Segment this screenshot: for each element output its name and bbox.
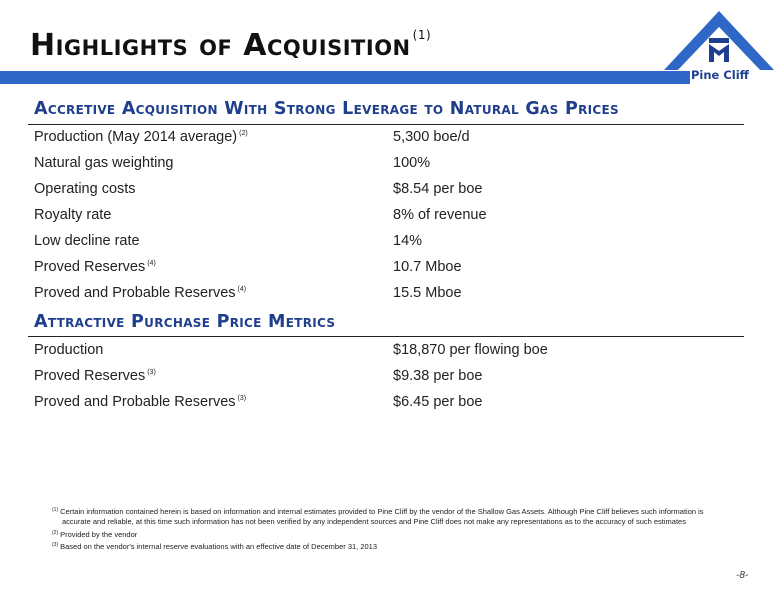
- row-value: $6.45 per boe: [393, 394, 483, 410]
- row-label: Low decline rate: [34, 233, 140, 249]
- table-row: Royalty rate 8% of revenue: [34, 207, 734, 227]
- table-row: Proved Reserves (4) 10.7 Mboe: [34, 259, 734, 279]
- row-value: 5,300 boe/d: [393, 129, 470, 145]
- footnote-ref: (2): [239, 130, 248, 137]
- row-value: $8.54 per boe: [393, 181, 483, 197]
- row-label-text: Proved and Probable Reserves: [34, 285, 236, 301]
- row-value: 8% of revenue: [393, 207, 487, 223]
- logo-text: Pine Cliff: [691, 68, 749, 82]
- footnote-mark: (3): [52, 542, 59, 548]
- section-divider: [28, 124, 744, 125]
- row-label-text: Proved and Probable Reserves: [34, 394, 236, 410]
- row-value: $18,870 per flowing boe: [393, 342, 548, 358]
- footnote: (2) Provided by the vendor: [52, 528, 732, 540]
- footnote-text: Certain information contained herein is …: [60, 507, 704, 526]
- footnote-ref: (3): [237, 395, 247, 402]
- footnotes: (1) Certain information contained herein …: [52, 505, 732, 553]
- row-label-text: Proved Reserves: [34, 368, 146, 384]
- table-row: Production (May 2014 average) (2) 5,300 b…: [34, 129, 734, 149]
- row-label: Production (May 2014 average) (2): [34, 129, 248, 145]
- table-row: Low decline rate 14%: [34, 233, 734, 253]
- pine-cliff-logo-icon: [664, 11, 774, 70]
- page-title-text: Highlights of Acquisition: [30, 28, 411, 63]
- page-title: Highlights of Acquisition (1): [30, 28, 431, 63]
- title-footnote-ref: (1): [412, 28, 432, 42]
- row-value: 14%: [393, 233, 423, 249]
- row-value: 10.7 Mboe: [393, 259, 462, 275]
- row-label: Proved and Probable Reserves (3): [34, 394, 246, 410]
- footnote: (3) Based on the vendor's internal reserv…: [52, 540, 732, 552]
- table-row: Proved and Probable Reserves (4) 15.5 Mbo…: [34, 285, 734, 305]
- row-label-text: Proved Reserves: [34, 259, 146, 275]
- section-divider: [28, 336, 744, 337]
- footnote-ref: (3): [147, 369, 156, 376]
- row-label: Royalty rate: [34, 207, 112, 223]
- row-label: Proved Reserves (3): [34, 368, 156, 384]
- table-row: Proved and Probable Reserves (3) $6.45 pe…: [34, 394, 734, 414]
- footnote-text: Based on the vendor's internal reserve e…: [60, 542, 378, 551]
- table-row: Production $18,870 per flowing boe: [34, 342, 734, 362]
- footnote-ref: (4): [237, 286, 247, 293]
- table-row: Operating costs $8.54 per boe: [34, 181, 734, 201]
- title-accent-bar: [0, 71, 690, 84]
- footnote-mark: (2): [52, 529, 59, 536]
- section-heading-purchase-price: Attractive Purchase Price Metrics: [34, 312, 336, 332]
- row-label: Natural gas weighting: [34, 155, 174, 171]
- footnote-text: Provided by the vendor: [60, 529, 138, 539]
- row-label: Operating costs: [34, 181, 136, 197]
- footnote-ref: (4): [147, 260, 156, 267]
- row-label: Proved and Probable Reserves (4): [34, 285, 246, 301]
- row-value: 15.5 Mboe: [393, 285, 462, 301]
- footnote: (1) Certain information contained herein …: [52, 505, 732, 527]
- row-value: $9.38 per boe: [393, 368, 483, 384]
- section-heading-accretive: Accretive Acquisition With Strong Levera…: [34, 99, 619, 119]
- row-label: Proved Reserves (4): [34, 259, 156, 275]
- footnote-mark: (1): [52, 507, 59, 513]
- row-label-text: Production (May 2014 average): [34, 129, 238, 145]
- row-value: 100%: [393, 155, 431, 171]
- table-row: Natural gas weighting 100%: [34, 155, 734, 175]
- row-label: Production: [34, 342, 104, 358]
- page-number: -8-: [736, 570, 749, 581]
- table-row: Proved Reserves (3) $9.38 per boe: [34, 368, 734, 388]
